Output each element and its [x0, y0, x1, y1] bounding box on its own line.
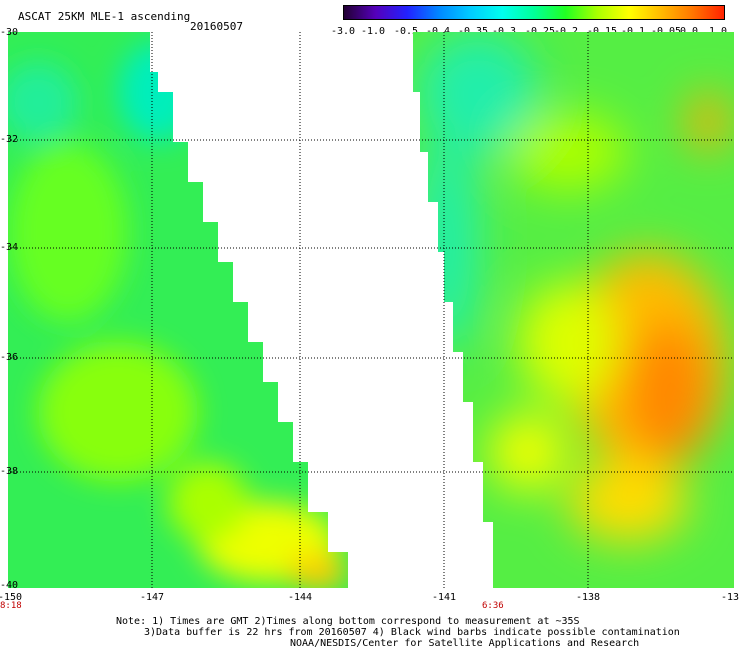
colorbar-label: -0.3: [491, 26, 517, 37]
lat-label: -38: [0, 466, 19, 477]
colorbar-label: -0.5: [393, 26, 419, 37]
lat-label: -36: [0, 352, 19, 363]
colorbar-label: -0.15: [586, 26, 618, 37]
colorbar-label: 1.0: [708, 26, 728, 37]
lon-label: -13: [720, 592, 740, 603]
colorbar-label: -0.4: [425, 26, 451, 37]
colorbar-label: -0.25: [524, 26, 556, 37]
lon-label: -150: [0, 592, 23, 603]
swath-west: [8, 32, 348, 588]
map-title: ASCAT 25KM MLE-1 ascending: [18, 10, 191, 23]
graticule: [8, 32, 734, 588]
lat-label: -34: [0, 242, 19, 253]
map-date: 20160507: [190, 20, 243, 33]
lat-label: -40: [0, 580, 19, 591]
swath-east: [413, 32, 734, 588]
footnote-line-2: 3)Data buffer is 22 hrs from 20160507 4)…: [144, 627, 680, 638]
lat-label: -32: [0, 134, 19, 145]
colorbar: [343, 5, 725, 20]
pass-time-east: 6:36: [482, 601, 504, 611]
lon-label: -141: [431, 592, 457, 603]
pass-time-west: 8:18: [0, 601, 22, 611]
footnote-line-1: Note: 1) Times are GMT 2)Times along bot…: [116, 616, 580, 627]
colorbar-label: -0.1: [620, 26, 646, 37]
colorbar-label: -0.05: [650, 26, 682, 37]
colorbar-label: -3.0: [330, 26, 356, 37]
map-panel: [8, 32, 734, 588]
colorbar-label: 0.0: [679, 26, 699, 37]
colorbar-gradient: [344, 6, 724, 19]
colorbar-label: -0.2: [553, 26, 579, 37]
colorbar-label: -0.35: [457, 26, 489, 37]
colorbar-label: -1.0: [360, 26, 386, 37]
lon-label: -138: [575, 592, 601, 603]
lat-label: -30: [0, 27, 19, 38]
footnote-credit: NOAA/NESDIS/Center for Satellite Applica…: [290, 638, 640, 649]
lon-label: -147: [139, 592, 165, 603]
wind-map: [8, 32, 734, 588]
lon-label: -144: [287, 592, 313, 603]
